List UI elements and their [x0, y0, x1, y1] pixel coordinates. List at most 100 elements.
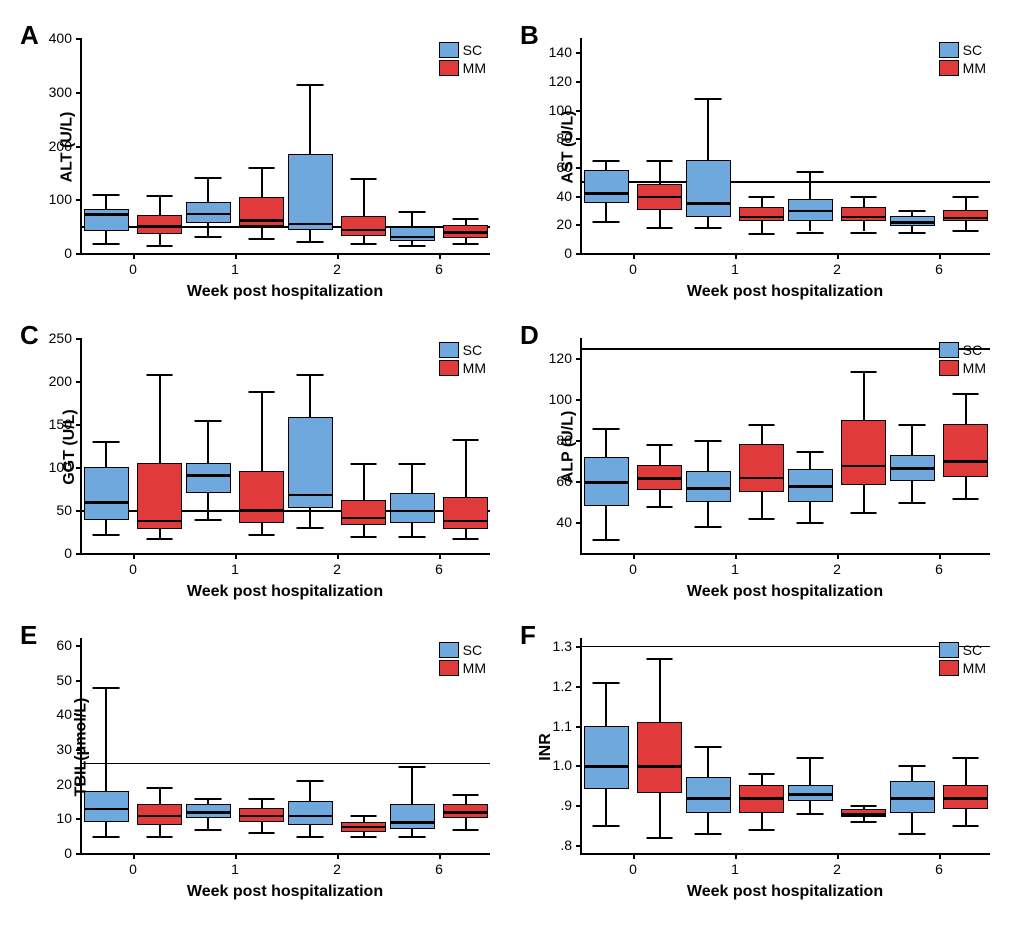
box-sc: [84, 209, 129, 232]
box-sc: [584, 726, 629, 790]
ytick-label: 300: [49, 84, 72, 100]
legend-item: MM: [439, 660, 486, 676]
y-axis-label: GGT (U/L): [61, 409, 79, 485]
xtick-label: 1: [231, 261, 239, 277]
legend-swatch: [439, 660, 459, 676]
ytick-label: 120: [549, 73, 572, 89]
legend-label: SC: [463, 642, 482, 658]
box-sc: [890, 781, 935, 813]
plot-area: 01020304050600126SCMMTBIL(μmol/L)Week po…: [80, 638, 490, 855]
box-mm: [137, 463, 182, 529]
xtick-label: 1: [731, 561, 739, 577]
legend-swatch: [439, 60, 459, 76]
box-sc: [390, 804, 435, 828]
reference-line: [82, 763, 490, 765]
ytick-label: 10: [56, 810, 72, 826]
xtick-label: 0: [629, 561, 637, 577]
xtick-label: 0: [629, 861, 637, 877]
y-axis-label: INR: [537, 733, 555, 761]
legend-label: MM: [463, 360, 486, 376]
box-sc: [288, 801, 333, 825]
ytick-label: 1.0: [553, 757, 572, 773]
xtick-label: 0: [129, 561, 137, 577]
xtick-label: 1: [231, 561, 239, 577]
box-mm: [841, 809, 886, 817]
box-mm: [239, 808, 284, 822]
ytick-label: 0: [64, 545, 72, 561]
legend-swatch: [939, 60, 959, 76]
box-sc: [686, 471, 731, 502]
ytick-label: 200: [49, 373, 72, 389]
ytick-label: 1.3: [553, 638, 572, 654]
box-sc: [890, 216, 935, 226]
box-sc: [186, 463, 231, 493]
panel-a: A01002003004000126SCMMALT (U/L)Week post…: [20, 20, 500, 310]
panel-d: D4060801001200126SCMMALP (U/L)Week post …: [520, 320, 1000, 610]
box-mm: [739, 444, 784, 491]
panel-letter: C: [20, 320, 39, 351]
box-mm: [739, 785, 784, 813]
panel-letter: F: [520, 620, 536, 651]
xtick-label: 1: [731, 261, 739, 277]
xtick-label: 6: [935, 561, 943, 577]
ytick-label: 140: [549, 44, 572, 60]
box-mm: [341, 500, 386, 526]
legend-item: SC: [439, 42, 486, 58]
legend-item: MM: [939, 660, 986, 676]
box-mm: [341, 216, 386, 235]
y-axis-label: ALP (U/L): [559, 410, 577, 483]
box-sc: [584, 457, 629, 506]
panel-f: F.8.91.01.11.21.30126SCMMINRWeek post ho…: [520, 620, 1000, 910]
xtick-label: 6: [935, 261, 943, 277]
box-mm: [137, 804, 182, 825]
ytick-label: 20: [556, 216, 572, 232]
legend: SC MM: [939, 642, 986, 678]
legend-label: SC: [963, 342, 982, 358]
ytick-label: 0: [564, 245, 572, 261]
box-mm: [943, 210, 988, 221]
ytick-label: .8: [560, 837, 572, 853]
ytick-label: 40: [556, 514, 572, 530]
legend-label: MM: [963, 60, 986, 76]
legend-item: SC: [439, 642, 486, 658]
xtick-label: 1: [231, 861, 239, 877]
legend-label: SC: [963, 642, 982, 658]
box-mm: [943, 424, 988, 477]
panel-letter: D: [520, 320, 539, 351]
ytick-label: 20: [56, 776, 72, 792]
legend-swatch: [439, 42, 459, 58]
ytick-label: 400: [49, 30, 72, 46]
panel-grid: A01002003004000126SCMMALT (U/L)Week post…: [20, 20, 1000, 910]
legend-item: MM: [939, 60, 986, 76]
legend: SCMM: [439, 342, 486, 378]
legend: SC MM: [939, 42, 986, 78]
ytick-label: 250: [49, 330, 72, 346]
reference-line: [582, 348, 990, 350]
legend-swatch: [439, 642, 459, 658]
xtick-label: 0: [129, 861, 137, 877]
ytick-label: 40: [556, 188, 572, 204]
box-sc: [390, 227, 435, 241]
y-axis-label: ALT (U/L): [58, 111, 76, 182]
box-mm: [739, 207, 784, 221]
y-axis-label: TBIL(μmol/L): [72, 697, 90, 796]
legend-label: SC: [963, 42, 982, 58]
box-mm: [637, 722, 682, 794]
legend-swatch: [939, 42, 959, 58]
box-sc: [288, 154, 333, 231]
xtick-label: 2: [833, 261, 841, 277]
x-axis-label: Week post hospitalization: [187, 583, 383, 601]
reference-line: [582, 181, 990, 183]
panel-b: B0204060801001201400126SCMMAST (U/L)Week…: [520, 20, 1000, 310]
ytick-label: 0: [64, 245, 72, 261]
legend-item: MM: [439, 360, 486, 376]
legend-item: SC: [939, 342, 986, 358]
xtick-label: 2: [333, 561, 341, 577]
box-sc: [890, 455, 935, 482]
box-mm: [443, 804, 488, 818]
legend-swatch: [439, 360, 459, 376]
x-axis-label: Week post hospitalization: [687, 283, 883, 301]
plot-area: 0204060801001201400126SCMMAST (U/L)Week …: [580, 38, 990, 255]
panel-c: C0501001502002500126SCMMGGT (U/L)Week po…: [20, 320, 500, 610]
legend-label: MM: [463, 60, 486, 76]
